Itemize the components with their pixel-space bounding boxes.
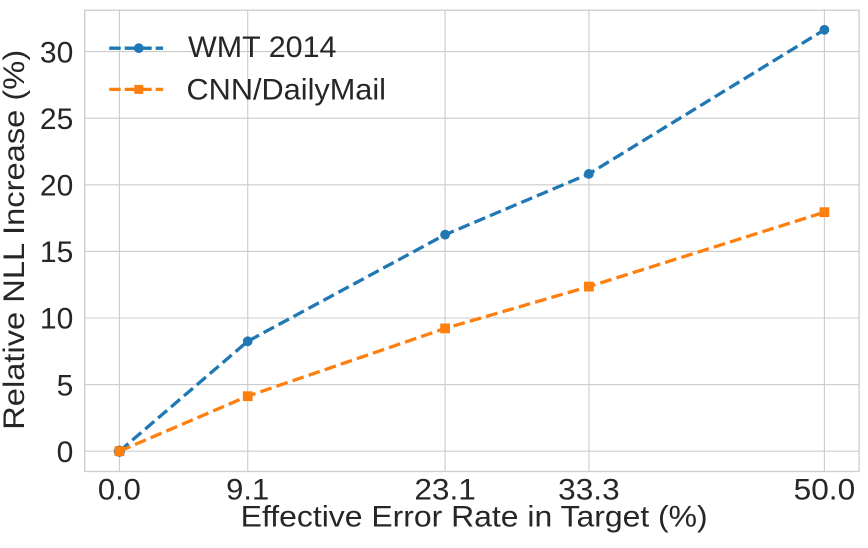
svg-text:0.0: 0.0 <box>98 474 141 507</box>
svg-text:50.0: 50.0 <box>794 474 856 507</box>
svg-text:10: 10 <box>40 303 73 336</box>
svg-text:15: 15 <box>40 236 73 269</box>
svg-text:0: 0 <box>57 436 74 469</box>
svg-text:9.1: 9.1 <box>226 474 269 507</box>
svg-text:25: 25 <box>40 103 73 136</box>
svg-text:Effective Error Rate in Target: Effective Error Rate in Target (%) <box>241 500 708 533</box>
svg-text:CNN/DailyMail: CNN/DailyMail <box>187 74 387 107</box>
svg-text:23.1: 23.1 <box>414 474 476 507</box>
svg-text:30: 30 <box>40 36 73 69</box>
svg-text:33.3: 33.3 <box>558 474 620 507</box>
svg-text:20: 20 <box>40 170 73 203</box>
svg-text:Relative NLL Increase (%): Relative NLL Increase (%) <box>0 50 31 430</box>
svg-text:5: 5 <box>57 369 74 402</box>
svg-text:WMT 2014: WMT 2014 <box>188 31 337 64</box>
